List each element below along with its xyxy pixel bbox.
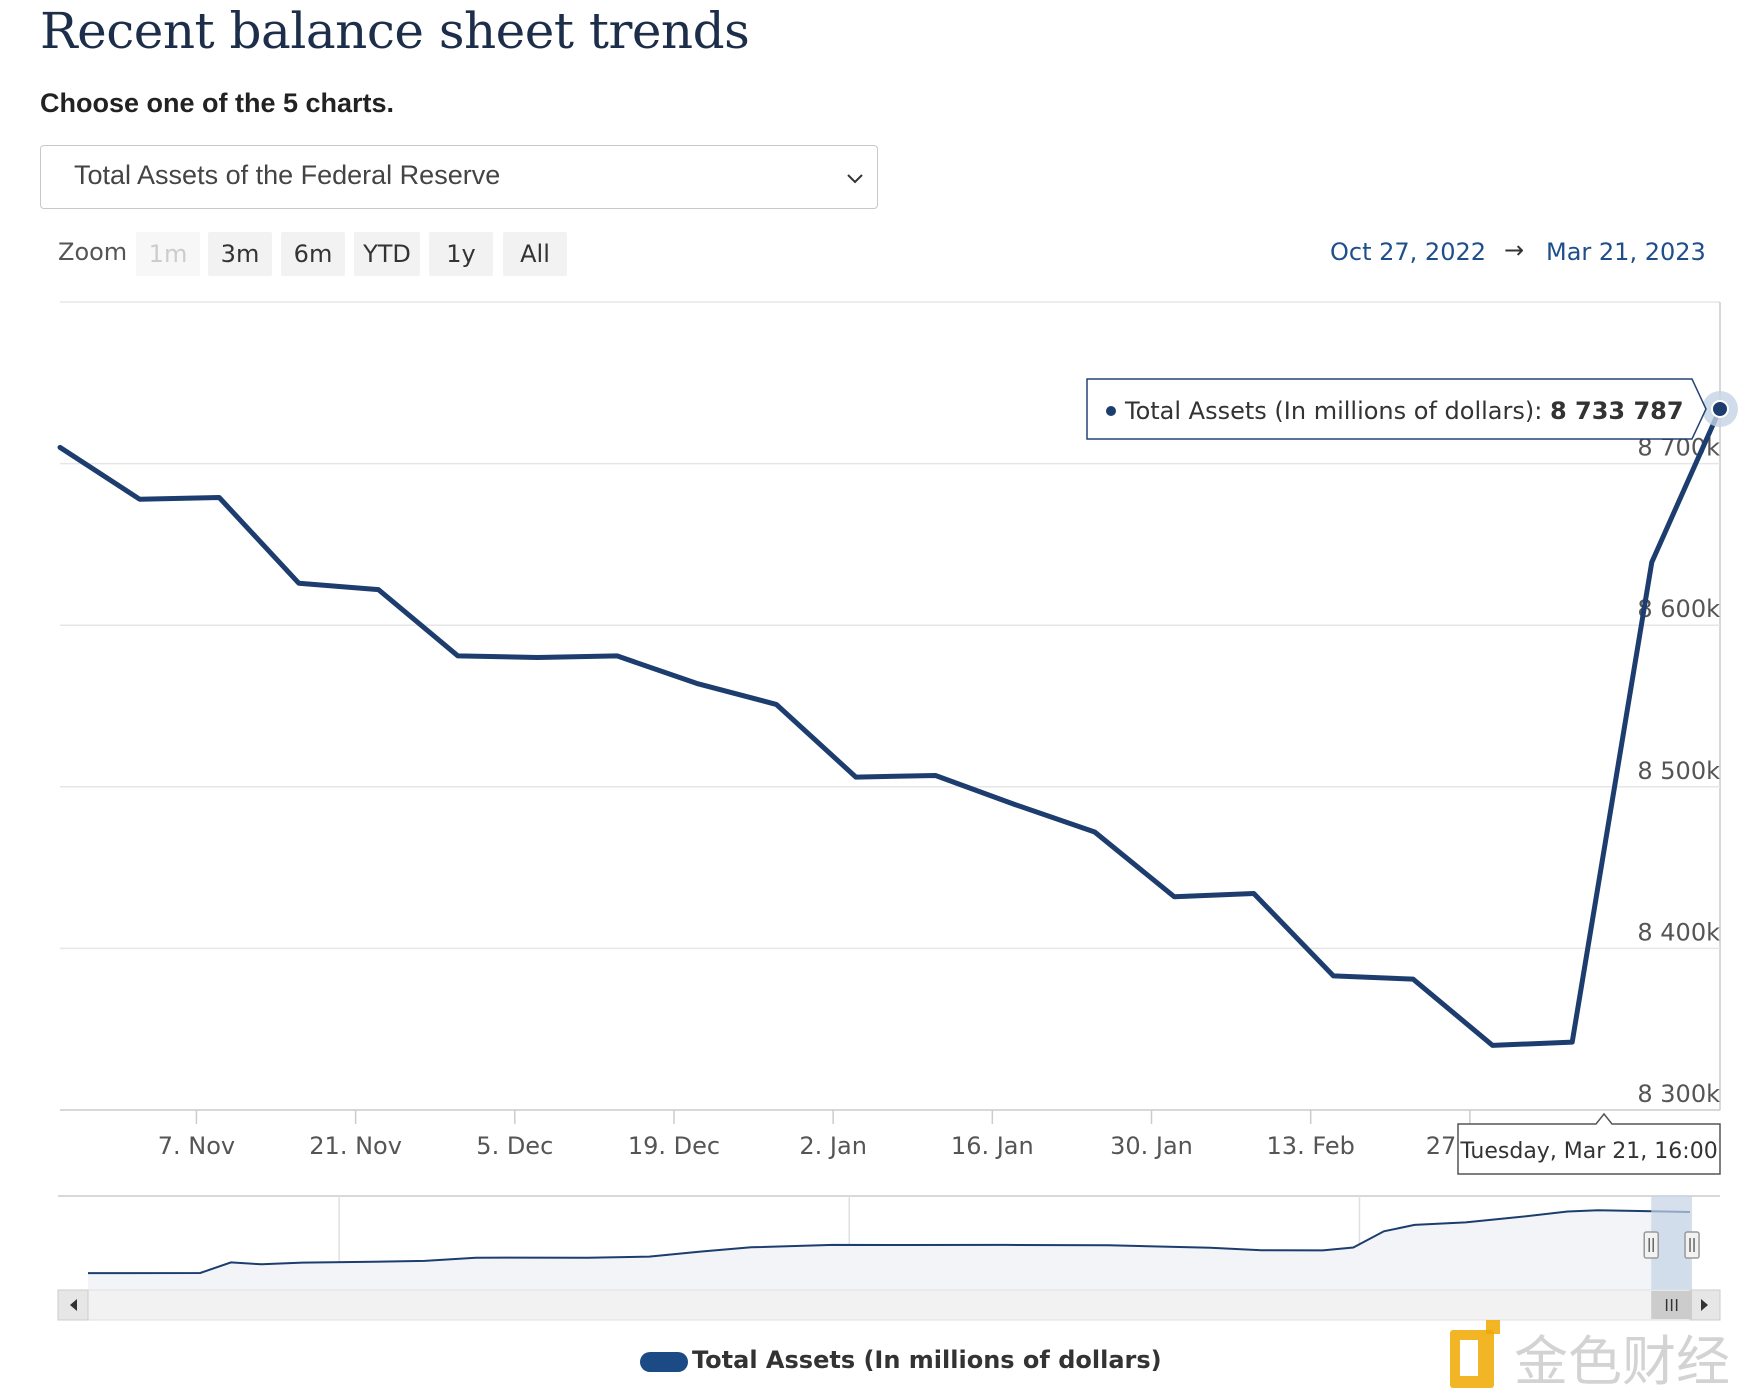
chart-select-value: Total Assets of the Federal Reserve <box>74 160 501 190</box>
zoom-1m-button[interactable]: 1m <box>136 232 200 276</box>
zoom-ytd-button[interactable]: YTD <box>354 232 420 276</box>
x-tick-label: 2. Jan <box>799 1132 867 1160</box>
chart-select-dropdown[interactable]: Total Assets of the Federal Reserve <box>40 145 878 209</box>
range-from-input[interactable]: Oct 27, 2022 <box>1330 238 1486 266</box>
value-tooltip-box <box>1086 378 1707 440</box>
tooltip-series-text: Total Assets (In millions of dollars): 8… <box>1124 397 1684 425</box>
y-tick-label: 8 500k <box>1637 757 1720 785</box>
y-tick-label: 8 400k <box>1637 918 1720 946</box>
y-tick-label: 8 600k <box>1637 595 1720 623</box>
x-tick-label: 16. Jan <box>951 1132 1034 1160</box>
series-line <box>57 406 1723 1048</box>
x-tick-label: 5. Dec <box>476 1132 553 1160</box>
navigator-left-handle[interactable] <box>1643 1231 1659 1259</box>
legend-symbol <box>640 1352 688 1372</box>
x-tick-label: 13. Feb <box>1267 1132 1355 1160</box>
date-tooltip-box <box>1457 1112 1721 1175</box>
scrollbar-left-button[interactable] <box>57 1289 89 1321</box>
zoom-1y-button[interactable]: 1y <box>429 232 493 276</box>
x-tick-label: 30. Jan <box>1110 1132 1193 1160</box>
arrow-left-icon <box>70 1299 77 1311</box>
range-to-input[interactable]: Mar 21, 2023 <box>1546 238 1706 266</box>
navigator-series-line <box>87 1209 1691 1275</box>
chevron-down-icon <box>847 174 863 184</box>
tooltip-bullet <box>1106 406 1116 417</box>
watermark-logo: 金色财经 <box>1450 1320 1730 1393</box>
y-tick-label: 8 300k <box>1637 1080 1720 1108</box>
date-tooltip-label: Tuesday, Mar 21, 16:00 <box>1459 1139 1717 1164</box>
navigator-area <box>88 1210 1690 1290</box>
chart-chooser-label: Choose one of the 5 charts. <box>40 88 395 118</box>
zoom-label: Zoom <box>58 238 128 266</box>
range-arrow: → <box>1504 236 1525 264</box>
watermark-text: 金色财经 <box>1514 1330 1730 1393</box>
x-tick-label: 7. Nov <box>158 1132 235 1160</box>
tooltip-value: 8 733 787 <box>1550 397 1684 425</box>
legend-label: Total Assets (In millions of dollars) <box>692 1346 1162 1374</box>
tooltip-series-label: Total Assets (In millions of dollars): <box>1124 397 1550 425</box>
zoom-all-button[interactable]: All <box>503 232 567 276</box>
scrollbar-track[interactable] <box>57 1289 1721 1321</box>
data-point-marker <box>1711 400 1729 419</box>
zoom-3m-button[interactable]: 3m <box>208 232 272 276</box>
arrow-right-icon <box>1701 1299 1708 1311</box>
zoom-6m-button[interactable]: 6m <box>281 232 345 276</box>
navigator-right-handle[interactable] <box>1684 1231 1700 1259</box>
page-title: Recent balance sheet trends <box>40 2 750 60</box>
x-tick-label: 19. Dec <box>628 1132 720 1160</box>
x-tick-label: 21. Nov <box>309 1132 402 1160</box>
